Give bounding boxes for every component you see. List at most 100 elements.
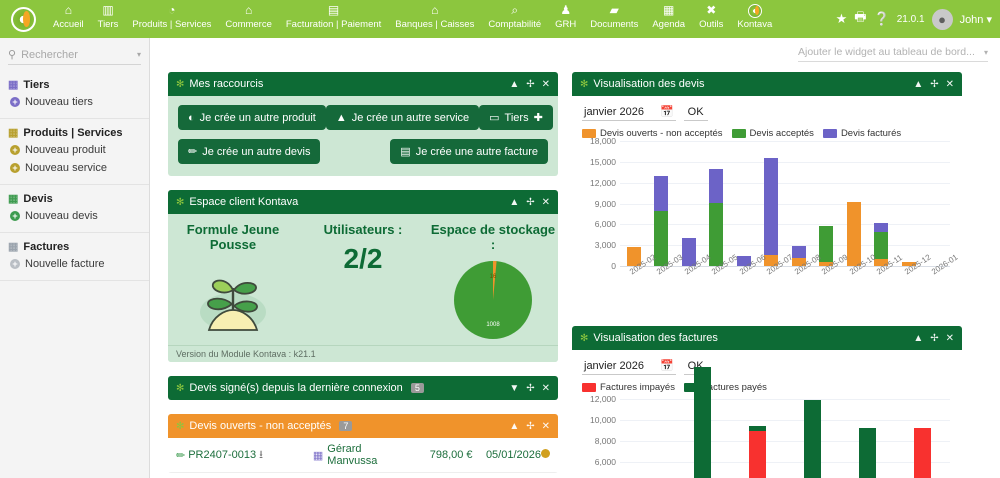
nav-item-documents[interactable]: ▰ Documents (583, 0, 645, 32)
close-icon[interactable]: ✕ (945, 78, 954, 90)
sidebar-group-header[interactable]: ▦ Tiers (0, 77, 149, 93)
bar-group[interactable] (929, 141, 943, 266)
close-icon[interactable]: ✕ (541, 196, 550, 208)
create-service-button[interactable]: ▲ Je crée un autre service (325, 105, 480, 130)
search-box[interactable]: ⚲ ▾ (8, 48, 141, 65)
bar-group[interactable] (901, 141, 916, 266)
printer-icon[interactable]: 🖶 (854, 9, 867, 24)
bar-segment[interactable] (764, 158, 779, 256)
chevron-down-icon[interactable]: ▼ (509, 382, 520, 394)
username-menu[interactable]: John ▾ (959, 13, 992, 26)
nav-item-comptabilit[interactable]: ⌕ Comptabilité (481, 0, 548, 32)
bar-segment[interactable] (791, 258, 806, 266)
bar-group[interactable] (913, 395, 932, 478)
bar-segment[interactable] (626, 246, 641, 266)
factures-chart-month-input[interactable]: janvier 2026 📅 (582, 358, 676, 375)
create-facture-button[interactable]: ▤ Je crée une autre facture (390, 139, 548, 164)
nav-item-produits-services[interactable]: ◔ Produits | Services (125, 0, 218, 32)
bar-segment[interactable] (874, 231, 889, 259)
widget-adder-select[interactable]: Ajouter le widget au tableau de bord... … (798, 46, 988, 62)
add-tiers-button[interactable]: ▭ Tiers ✚ (479, 105, 553, 130)
bar-group[interactable] (709, 141, 724, 266)
legend-item[interactable]: Devis acceptés (731, 128, 814, 139)
chevron-down-icon[interactable]: ▾ (983, 47, 988, 57)
table-row[interactable]: ✏ PR2407-0013 ⭳ ▦ Gérard Manvussa 798,00 €05/… (168, 438, 558, 473)
bar-segment[interactable] (764, 255, 779, 266)
bar-segment[interactable] (874, 222, 889, 232)
close-icon[interactable]: ✕ (541, 78, 550, 90)
sidebar-link-nouvelle-facture[interactable]: + Nouvelle facture (0, 255, 149, 273)
calendar-icon[interactable]: 📅 (659, 106, 674, 118)
nav-item-tiers[interactable]: ▥ Tiers (91, 0, 126, 32)
bar-segment[interactable] (748, 431, 767, 478)
devis-client-cell[interactable]: ▦ Gérard Manvussa (313, 443, 413, 467)
create-devis-button[interactable]: ✏ Je crée un autre devis (178, 139, 321, 164)
sidebar-group-header[interactable]: ▦ Devis (0, 191, 149, 207)
bar-group[interactable] (626, 141, 641, 266)
sidebar-link-nouveau-produit[interactable]: + Nouveau produit (0, 141, 149, 159)
chevron-up-icon[interactable]: ▲ (509, 420, 520, 432)
bar-group[interactable] (681, 141, 696, 266)
bar-segment[interactable] (748, 426, 767, 432)
close-icon[interactable]: ✕ (541, 382, 550, 394)
move-icon[interactable]: ✢ (526, 78, 535, 90)
bar-segment[interactable] (819, 226, 834, 263)
bar-group[interactable] (748, 395, 767, 478)
bar-segment[interactable] (654, 210, 669, 266)
nav-item-kontava[interactable]: Kontava (730, 0, 779, 37)
nav-item-commerce[interactable]: ⌂ Commerce (218, 0, 278, 32)
close-icon[interactable]: ✕ (541, 420, 550, 432)
close-icon[interactable]: ✕ (945, 332, 954, 344)
kontava-logo[interactable] (6, 6, 40, 32)
chevron-up-icon[interactable]: ▲ (509, 196, 520, 208)
bar-group[interactable] (693, 366, 712, 478)
bar-segment[interactable] (803, 400, 822, 478)
legend-item[interactable]: Factures impayés (582, 382, 675, 393)
bar-segment[interactable] (709, 202, 724, 266)
bar-segment[interactable] (874, 258, 889, 266)
bar-group[interactable] (846, 141, 861, 266)
chevron-up-icon[interactable]: ▲ (913, 78, 924, 90)
bar-group[interactable] (874, 141, 889, 266)
bar-segment[interactable] (681, 237, 696, 266)
bar-segment[interactable] (913, 428, 932, 478)
sidebar-link-nouveau-tiers[interactable]: + Nouveau tiers (0, 93, 149, 111)
bar-group[interactable] (803, 395, 822, 478)
bar-segment[interactable] (791, 246, 806, 259)
chevron-down-icon[interactable]: ▾ (136, 50, 141, 59)
bar-group[interactable] (858, 395, 877, 478)
bar-segment[interactable] (709, 169, 724, 203)
calendar-icon[interactable]: 📅 (659, 360, 674, 372)
move-icon[interactable]: ✢ (930, 332, 939, 344)
nav-item-outils[interactable]: ✖ Outils (692, 0, 730, 32)
devis-chart-ok-button[interactable]: OK (683, 105, 708, 121)
bar-segment[interactable] (901, 261, 916, 266)
bar-group[interactable] (764, 141, 779, 266)
bar-segment[interactable] (819, 262, 834, 266)
download-icon[interactable]: ⭳ (259, 448, 263, 461)
bar-segment[interactable] (736, 256, 751, 266)
sidebar-link-nouveau-service[interactable]: + Nouveau service (0, 159, 149, 177)
chevron-up-icon[interactable]: ▲ (509, 78, 520, 90)
nav-item-accueil[interactable]: ⌂ Accueil (46, 0, 91, 32)
chevron-up-icon[interactable]: ▲ (913, 332, 924, 344)
create-product-button[interactable]: ◐ Je crée un autre produit (178, 105, 326, 130)
nav-item-grh[interactable]: ♟ GRH (548, 0, 583, 32)
move-icon[interactable]: ✢ (930, 78, 939, 90)
bar-segment[interactable] (693, 366, 712, 478)
bar-group[interactable] (791, 141, 806, 266)
avatar[interactable]: ● (931, 8, 953, 30)
sidebar-link-nouveau-devis[interactable]: + Nouveau devis (0, 207, 149, 225)
move-icon[interactable]: ✢ (526, 196, 535, 208)
bar-segment[interactable] (846, 202, 861, 266)
legend-item[interactable]: Devis facturés (822, 128, 901, 139)
search-input[interactable] (21, 48, 132, 61)
bar-segment[interactable] (654, 176, 669, 211)
sidebar-group-header[interactable]: ▦ Produits | Services (0, 125, 149, 141)
devis-ref-cell[interactable]: ✏ PR2407-0013 ⭳ (176, 446, 313, 465)
bar-group[interactable] (819, 141, 834, 266)
bar-segment[interactable] (858, 428, 877, 478)
bar-group[interactable] (736, 141, 751, 266)
sidebar-group-header[interactable]: ▦ Factures (0, 239, 149, 255)
nav-item-banques-caisses[interactable]: ⌂ Banques | Caisses (388, 0, 481, 32)
